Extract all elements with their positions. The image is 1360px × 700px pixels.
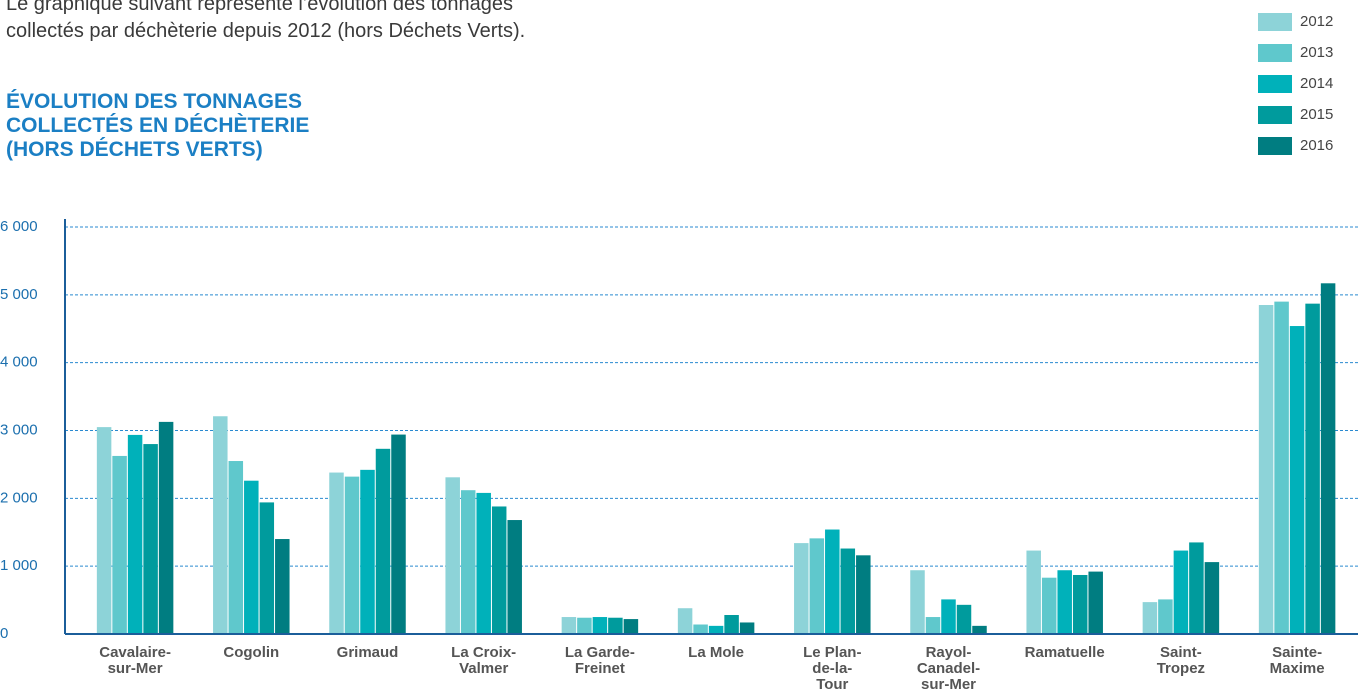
bar <box>956 604 972 634</box>
bar <box>244 480 259 634</box>
bar <box>1204 562 1220 634</box>
legend-swatch <box>1258 44 1292 62</box>
bar <box>344 476 360 634</box>
bar <box>275 539 290 634</box>
bar <box>561 617 577 634</box>
bar <box>809 538 825 634</box>
x-tick-label: Saint- Tropez <box>1156 644 1206 677</box>
bar <box>1158 599 1173 634</box>
legend-label: 2012 <box>1300 13 1333 30</box>
bar <box>158 421 174 634</box>
bar <box>925 617 941 634</box>
bar <box>1274 301 1289 634</box>
bar <box>1258 305 1274 634</box>
x-tick-label: Cavalaire- sur-Mer <box>99 644 171 677</box>
bar <box>491 506 507 634</box>
legend-label: 2013 <box>1300 44 1333 61</box>
y-tick-label: 1 000 <box>0 557 38 574</box>
bar <box>1088 571 1103 634</box>
x-tick-label: La Mole <box>688 644 745 661</box>
x-tick-label: Le Plan- de-la- Tour <box>803 644 862 693</box>
bar <box>724 615 739 634</box>
bar <box>856 555 871 634</box>
bar <box>507 520 522 634</box>
bar <box>677 608 693 634</box>
bar <box>1057 570 1072 634</box>
bar <box>794 543 809 634</box>
intro-text: Le graphique suivant représente l’évolut… <box>6 0 526 42</box>
bar <box>476 492 491 634</box>
bar <box>375 448 391 634</box>
bar <box>1041 577 1057 634</box>
bar <box>360 469 375 634</box>
y-tick-label: 5 000 <box>0 286 38 303</box>
bar <box>391 434 406 634</box>
x-tick-label: La Croix- Valmer <box>451 644 517 677</box>
x-tick-label: Rayol- Canadel- sur-Mer <box>916 644 981 693</box>
bar <box>623 619 639 634</box>
legend-swatch <box>1258 106 1292 124</box>
chart-title: ÉVOLUTION DES TONNAGES COLLECTÉS EN DÉCH… <box>6 90 310 137</box>
bar <box>693 624 708 634</box>
bar <box>1305 303 1320 634</box>
bar <box>1289 326 1305 634</box>
x-tick-label: La Garde- Freinet <box>564 644 635 677</box>
bar <box>259 502 275 634</box>
legend-swatch <box>1258 137 1292 155</box>
x-tick-label: Sainte- Maxime <box>1269 644 1325 677</box>
x-tick-label: Cogolin <box>223 644 280 661</box>
bar <box>739 622 755 634</box>
bar <box>213 416 228 634</box>
legend-swatch <box>1258 13 1292 31</box>
bar <box>825 529 840 634</box>
bar <box>1173 550 1189 634</box>
bar <box>608 617 623 634</box>
bar <box>592 617 608 634</box>
bar <box>127 434 143 634</box>
bar <box>941 599 956 634</box>
y-tick-label: 4 000 <box>0 354 38 371</box>
bar <box>112 455 127 634</box>
bar <box>1189 542 1204 634</box>
legend-label: 2016 <box>1300 137 1333 154</box>
bar <box>840 548 856 634</box>
bar <box>96 427 112 634</box>
y-tick-label: 0 <box>0 625 8 642</box>
bar <box>329 472 344 634</box>
bar <box>910 570 925 634</box>
x-tick-label: Grimaud <box>336 644 399 661</box>
bar <box>708 625 724 634</box>
bar <box>445 477 460 634</box>
bar <box>972 625 987 634</box>
bar <box>228 461 244 634</box>
bar <box>1320 283 1336 634</box>
bar <box>1072 574 1088 634</box>
chart-subtitle: (HORS DÉCHETS VERTS) <box>6 138 263 161</box>
legend-label: 2015 <box>1300 106 1333 123</box>
bar <box>460 490 476 634</box>
x-tick-label: Ramatuelle <box>1024 644 1105 661</box>
bar <box>143 444 158 634</box>
bar <box>1026 550 1041 634</box>
y-tick-label: 6 000 <box>0 218 38 235</box>
legend-swatch <box>1258 75 1292 93</box>
y-tick-label: 2 000 <box>0 489 38 506</box>
legend-label: 2014 <box>1300 75 1333 92</box>
bar <box>577 617 592 634</box>
bar <box>1142 602 1158 634</box>
y-tick-label: 3 000 <box>0 421 38 438</box>
